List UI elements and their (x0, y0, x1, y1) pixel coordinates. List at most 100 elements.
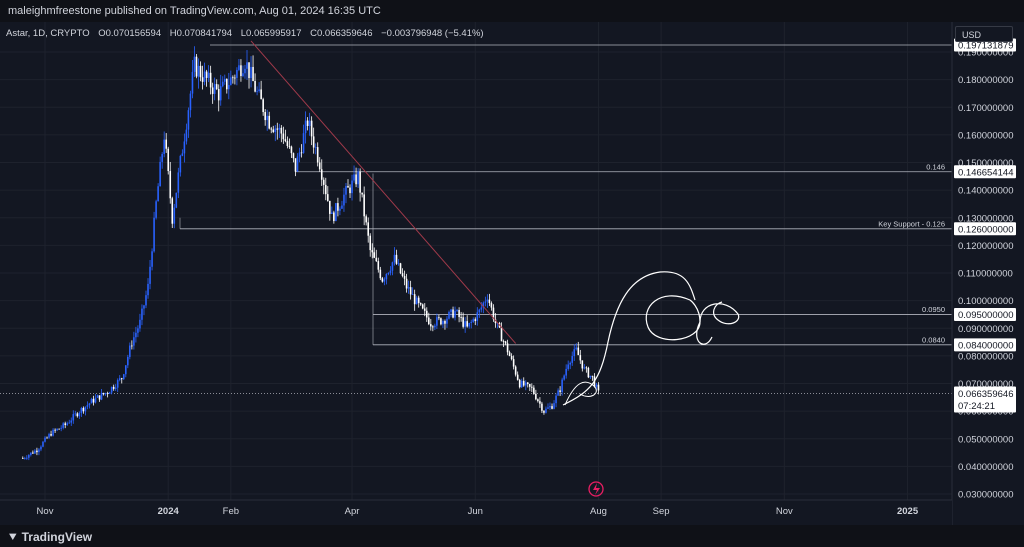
candle (240, 59, 242, 82)
freehand-squiggle (564, 381, 597, 406)
last-price-tag (954, 386, 1016, 413)
candle (50, 430, 52, 437)
candle (167, 146, 170, 175)
level-line-label: 0.0840 (922, 335, 945, 344)
candle (510, 353, 513, 361)
candle (490, 301, 493, 311)
candle (365, 214, 367, 226)
grid (0, 22, 952, 500)
candle (108, 391, 111, 394)
candle (159, 156, 161, 187)
candle (232, 75, 234, 84)
candle (290, 145, 293, 158)
candle (518, 378, 521, 389)
candle (226, 78, 228, 94)
candle (21, 456, 24, 459)
candle (535, 389, 537, 401)
level-line-label: 0.0950 (922, 305, 945, 314)
candle (155, 199, 157, 220)
candle (207, 65, 210, 83)
candle (62, 422, 64, 430)
candle (428, 312, 430, 326)
candle (56, 428, 58, 432)
candle (151, 248, 153, 271)
candle (163, 131, 165, 158)
freehand-loop-large (645, 295, 701, 341)
candle (573, 344, 576, 361)
level-price-tag-text: 0.095000000 (958, 310, 1013, 321)
candle (310, 116, 313, 146)
currency-selector[interactable]: USD (955, 26, 1013, 42)
legend-low: L0.065995917 (240, 28, 302, 39)
candle (577, 341, 580, 356)
candle (68, 419, 71, 424)
candle (341, 200, 343, 209)
candle (286, 136, 289, 149)
candle (492, 304, 495, 322)
candle (288, 138, 291, 149)
lightning-icon[interactable] (588, 481, 604, 497)
candle (38, 447, 40, 456)
candle (116, 378, 119, 393)
chart-area[interactable]: 0.146 Key Support - 0.126 0.0950 0.0840 0.0… (0, 22, 1024, 525)
level-price-tag (954, 338, 1016, 352)
time-tick-label: Nov (776, 506, 793, 517)
candle (306, 117, 309, 131)
level-price-tag (954, 165, 1016, 179)
candle (320, 159, 323, 186)
candle (135, 326, 137, 343)
candle (74, 410, 77, 417)
candle (579, 349, 582, 364)
candle (187, 107, 190, 138)
candle (464, 317, 466, 333)
candle (339, 206, 341, 216)
level-price-tag (954, 307, 1016, 321)
tradingview-logo-icon: ⯆ (8, 530, 18, 544)
candle (500, 322, 503, 342)
candle (60, 425, 62, 432)
candle (343, 187, 345, 212)
candle (189, 90, 192, 118)
candle (393, 247, 396, 266)
price-chart[interactable]: 0.146 Key Support - 0.126 0.0950 0.0840 0.0… (0, 22, 1024, 525)
candle (219, 74, 222, 106)
candle (514, 365, 517, 377)
candle (425, 307, 428, 322)
tradingview-logo[interactable]: ⯆ TradingView (8, 530, 92, 545)
price-tick-label: 0.040000000 (958, 462, 1013, 473)
candle (302, 124, 305, 154)
candle (127, 354, 129, 369)
price-axis-bg (952, 22, 1024, 525)
candle (502, 339, 505, 348)
level-line-label: 0.146 (926, 162, 945, 171)
candle (444, 319, 446, 330)
candle (413, 289, 416, 311)
candle (28, 454, 30, 461)
candle (559, 386, 561, 397)
candle (421, 303, 424, 310)
candle (141, 304, 143, 326)
candle (82, 406, 85, 414)
candle (361, 192, 363, 198)
candle (353, 165, 355, 183)
candle (48, 432, 50, 439)
price-tick-label: 0.080000000 (958, 351, 1013, 362)
candle (399, 262, 402, 275)
candle (385, 273, 388, 285)
candle (260, 80, 262, 100)
time-tick-label: Aug (590, 506, 607, 517)
legend-high: H0.070841794 (169, 28, 233, 39)
candle (349, 184, 351, 198)
publisher-text: maleighmfreestone published on TradingVi… (8, 5, 381, 17)
last-price-value: 0.066359646 (958, 389, 1013, 400)
candle (454, 306, 456, 321)
candle (411, 287, 414, 295)
candle (442, 319, 444, 329)
candle (209, 65, 212, 95)
candle (531, 383, 533, 393)
candle (571, 351, 574, 366)
candle (80, 406, 83, 417)
price-tick-label: 0.090000000 (958, 324, 1013, 335)
candle (234, 74, 236, 85)
candle (468, 322, 470, 329)
